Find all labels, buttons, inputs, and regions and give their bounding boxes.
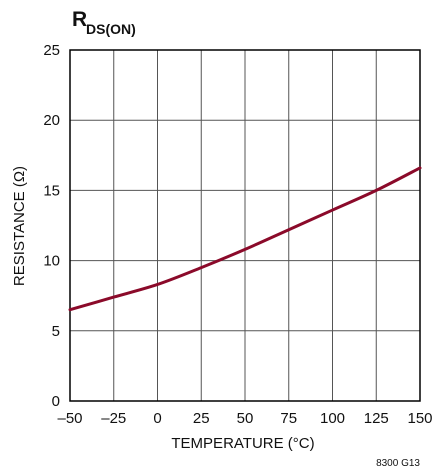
- y-axis-title: RESISTANCE (Ω): [11, 166, 28, 286]
- y-tick-label: 10: [43, 253, 60, 270]
- chart-title-main: R: [72, 8, 87, 31]
- y-axis-ticks: 0 5 10 15 20 25: [43, 42, 60, 410]
- x-tick-label: 50: [237, 410, 254, 427]
- grid: [70, 50, 420, 401]
- y-tick-label: 15: [43, 182, 60, 199]
- x-tick-label: 150: [407, 410, 432, 427]
- x-tick-label: 25: [193, 410, 210, 427]
- x-tick-label: 125: [364, 410, 389, 427]
- y-tick-label: 20: [43, 112, 60, 129]
- x-axis-ticks: –50 –25 0 25 50 75 100 125 150: [57, 410, 432, 427]
- series-layer: [68, 166, 422, 312]
- x-axis-title: TEMPERATURE (°C): [171, 435, 314, 452]
- figure-code: 8300 G13: [376, 458, 420, 469]
- y-tick-label: 25: [43, 42, 60, 59]
- series-line: [68, 166, 422, 312]
- x-tick-label: 100: [320, 410, 345, 427]
- plot-frame: [69, 49, 421, 402]
- x-tick-label: –25: [101, 410, 126, 427]
- y-tick-label: 5: [52, 323, 60, 340]
- chart-title: R DS(ON): [72, 8, 136, 37]
- x-tick-label: 0: [153, 410, 161, 427]
- y-tick-label: 0: [52, 393, 60, 410]
- chart-title-subscript: DS(ON): [86, 21, 136, 37]
- x-tick-label: –50: [57, 410, 82, 427]
- x-tick-label: 75: [280, 410, 297, 427]
